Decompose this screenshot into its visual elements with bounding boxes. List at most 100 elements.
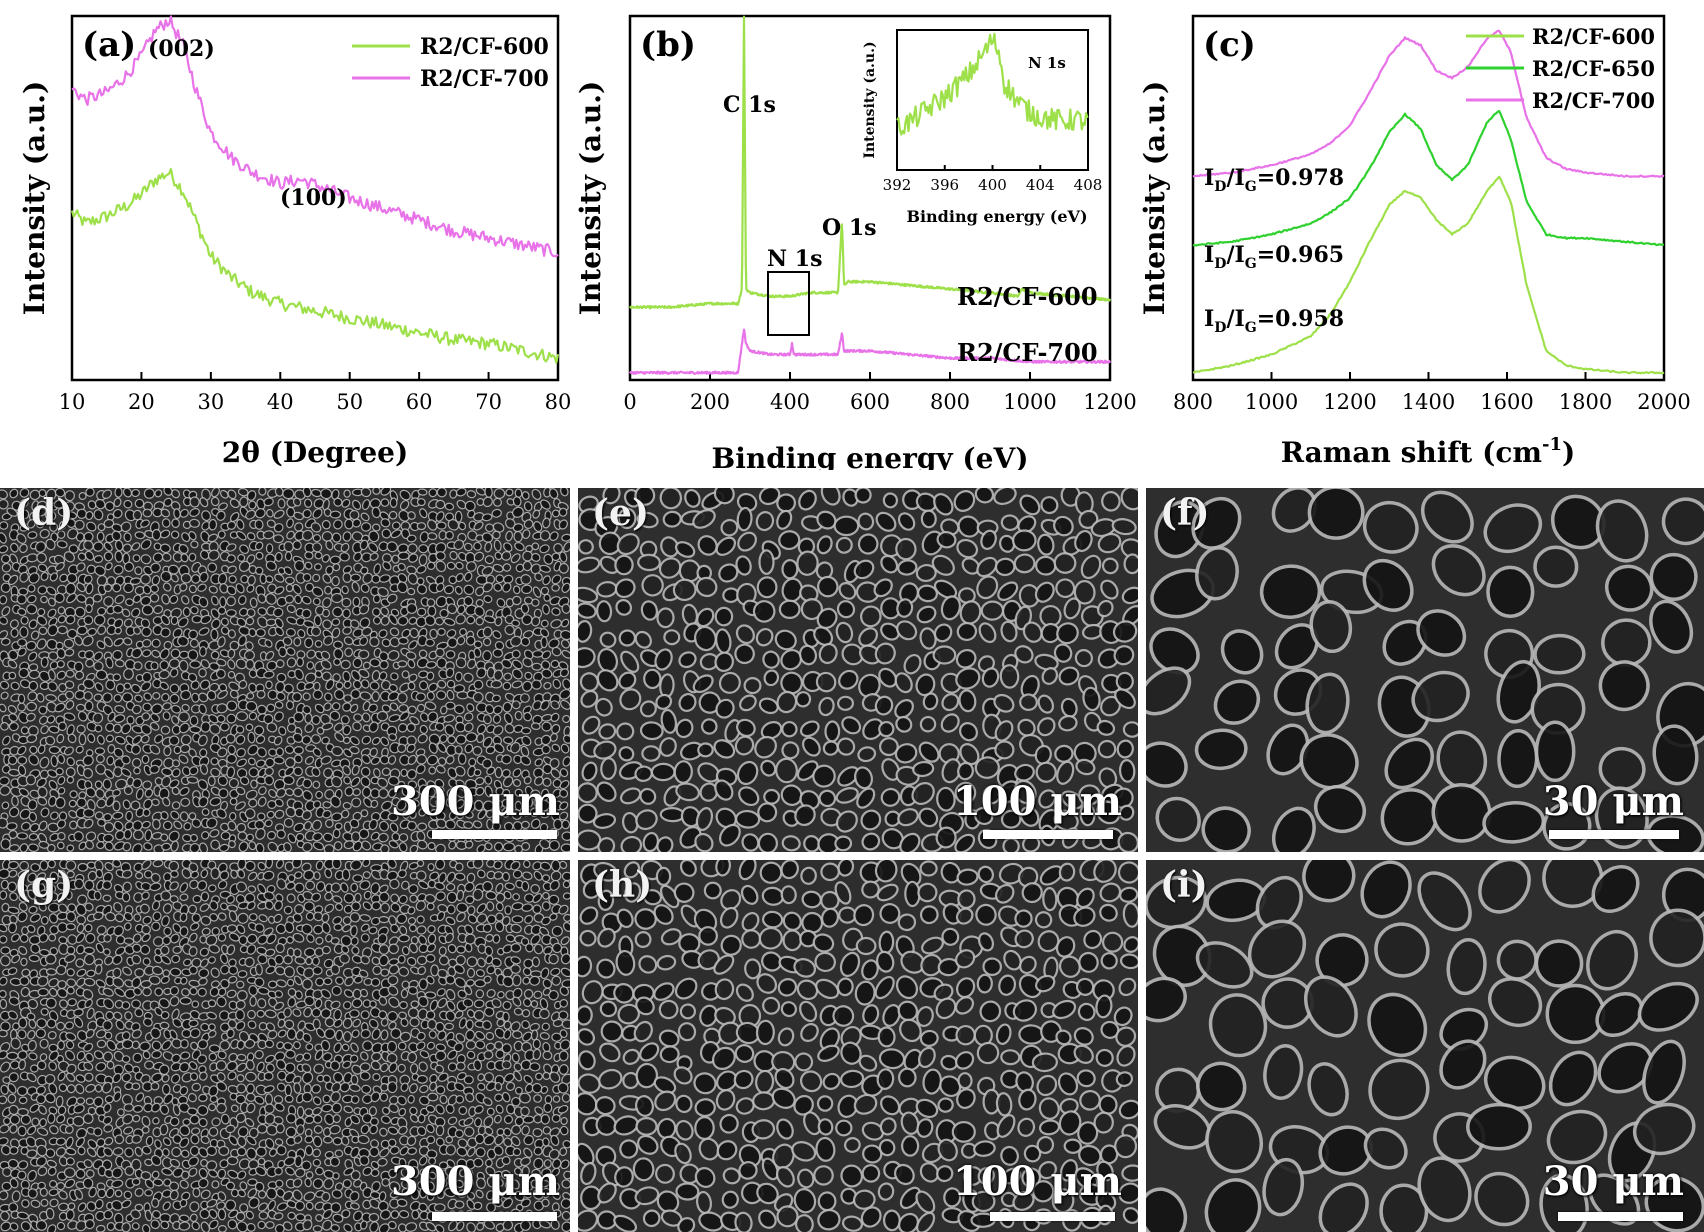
pore: [446, 679, 456, 689]
pore: [211, 488, 220, 498]
pore: [159, 1123, 169, 1136]
pore: [104, 768, 115, 779]
pore: [47, 608, 57, 618]
pore: [353, 713, 363, 722]
pore: [333, 923, 343, 932]
pore: [737, 531, 757, 552]
pore: [65, 690, 75, 700]
pore: [874, 695, 894, 716]
x-tick-label: 404: [1026, 176, 1055, 194]
pore: [141, 638, 152, 648]
pore: [141, 754, 150, 764]
pore: [532, 893, 543, 904]
pore: [334, 1149, 344, 1158]
pore: [278, 646, 288, 658]
pore: [322, 801, 332, 809]
pore: [1000, 514, 1020, 532]
pore: [880, 554, 899, 574]
pore: [267, 841, 279, 852]
pore: [17, 764, 27, 777]
pore: [530, 884, 541, 894]
pore: [358, 604, 370, 615]
pore: [458, 521, 467, 531]
pore: [330, 795, 342, 808]
pore: [1097, 599, 1114, 618]
pore: [620, 650, 640, 673]
pore: [349, 509, 360, 521]
pore: [247, 1009, 256, 1020]
pore: [56, 660, 65, 669]
pore: [540, 586, 550, 596]
pore: [20, 957, 28, 967]
pore: [236, 1053, 247, 1062]
pore: [389, 627, 400, 637]
pore: [878, 667, 898, 688]
pore: [1533, 545, 1579, 588]
pore: [218, 502, 228, 511]
pore: [78, 733, 87, 746]
pore: [398, 894, 408, 905]
pore: [245, 509, 256, 520]
pore: [416, 703, 426, 713]
pore: [398, 934, 410, 943]
pore: [8, 829, 18, 840]
panel-a: 10 20 30 40 50 60 70 80 (a) (002) (100) R2/CF-6…: [18, 14, 571, 469]
x-tick-label: 40: [267, 390, 294, 414]
panel-a-lines: [70, 15, 560, 364]
pore: [763, 669, 780, 687]
pore: [531, 598, 540, 607]
pore: [424, 991, 437, 999]
pore: [189, 518, 200, 528]
pore: [38, 489, 47, 498]
pore: [179, 508, 189, 518]
pore: [188, 766, 199, 776]
pore: [237, 553, 246, 562]
pore: [284, 1084, 293, 1097]
pore: [209, 723, 221, 735]
pore: [447, 519, 460, 531]
pore: [132, 820, 143, 831]
pore: [463, 542, 473, 552]
pore: [1122, 721, 1138, 738]
pore: [2, 735, 11, 746]
pore: [274, 809, 285, 819]
pore: [264, 1093, 274, 1106]
pore: [285, 881, 296, 891]
pore: [493, 841, 504, 852]
pore: [455, 488, 467, 497]
pore: [190, 605, 199, 615]
pore: [7, 659, 18, 669]
pore: [551, 509, 560, 518]
pore: [513, 530, 523, 543]
pore: [361, 754, 371, 765]
pore: [19, 626, 29, 638]
pore: [760, 759, 777, 777]
pore: [957, 515, 980, 538]
pore: [199, 748, 208, 758]
pore: [1019, 494, 1041, 516]
pore: [378, 884, 389, 894]
pore: [57, 903, 68, 914]
pore: [17, 647, 27, 657]
pore: [27, 691, 38, 702]
pore: [340, 882, 349, 893]
pore: [141, 712, 151, 721]
pore: [294, 668, 304, 681]
pore: [701, 718, 718, 735]
pore: [168, 735, 180, 746]
pore: [38, 626, 48, 636]
pore: [210, 767, 221, 778]
pore: [73, 635, 83, 646]
pore: [171, 768, 181, 778]
pore: [314, 639, 323, 648]
pore: [417, 733, 428, 744]
pore: [238, 935, 248, 946]
pore: [191, 614, 203, 624]
pore: [492, 563, 504, 573]
pore: [675, 718, 694, 739]
pore: [234, 801, 246, 811]
pore: [1053, 515, 1074, 537]
pore: [466, 490, 477, 499]
pore: [453, 539, 465, 551]
pore: [287, 1211, 296, 1220]
